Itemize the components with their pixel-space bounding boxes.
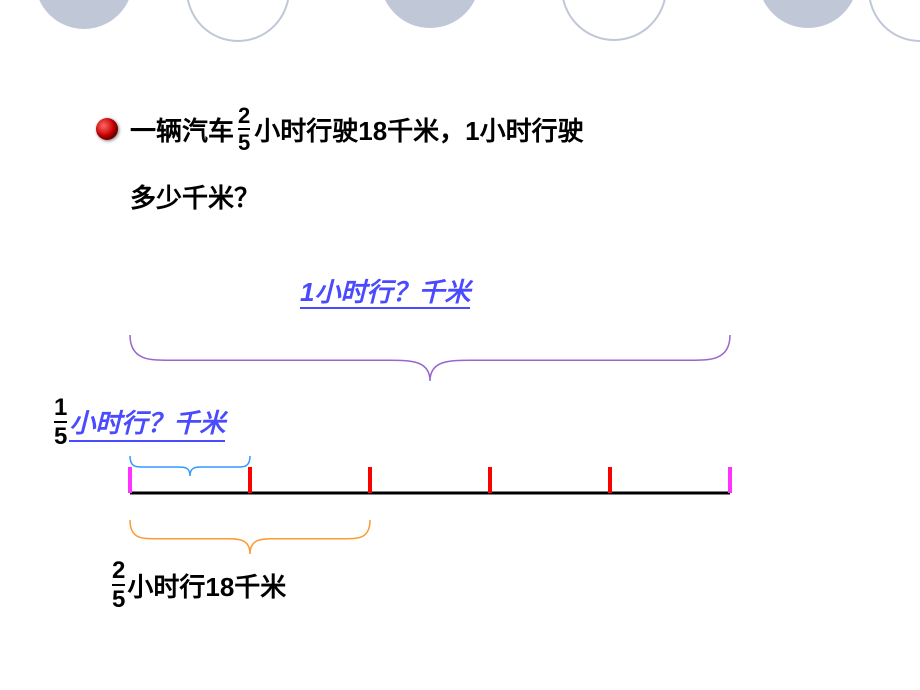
diagram-svg <box>0 0 920 690</box>
